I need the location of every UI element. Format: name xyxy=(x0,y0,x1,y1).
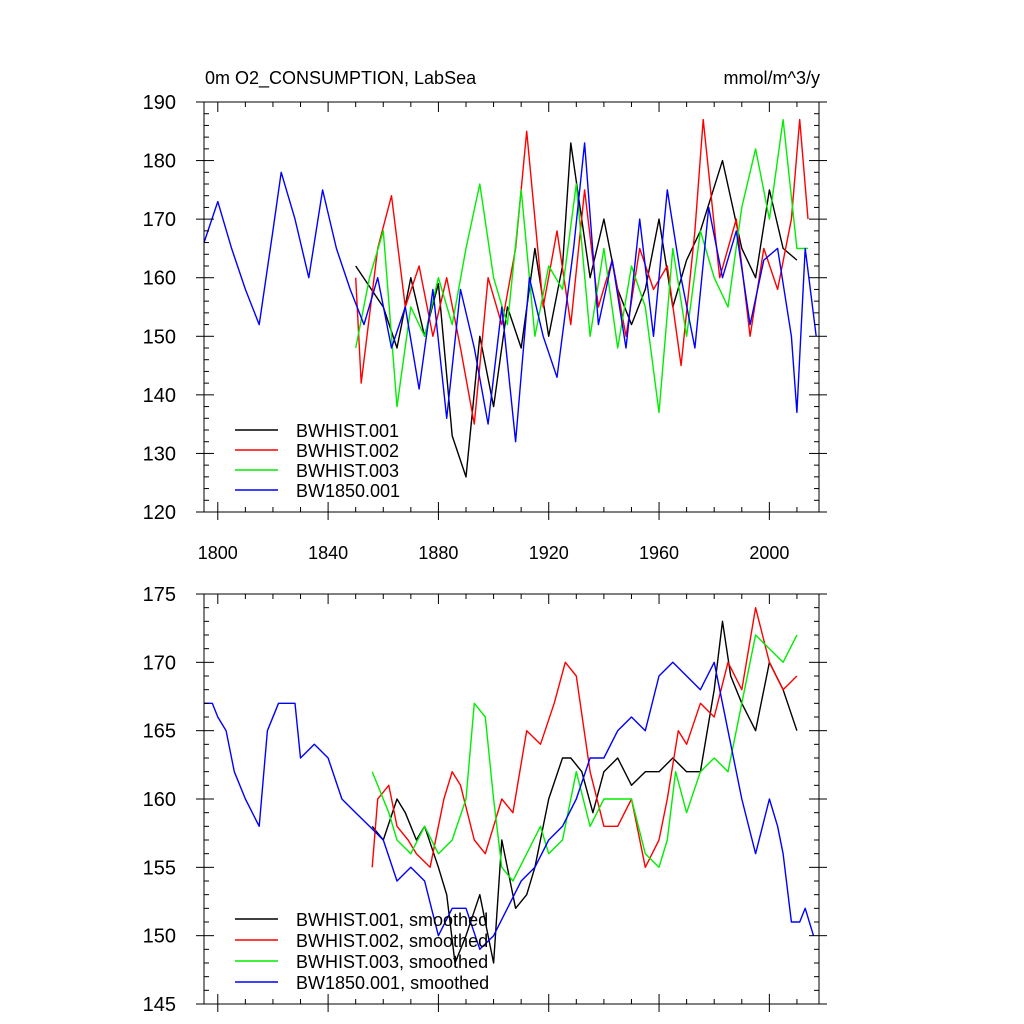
top-panel: 0m O2_CONSUMPTION, LabSea mmol/m^3/y 180… xyxy=(143,68,827,563)
bottom-axes: 145 150 155 160 165 170 175 xyxy=(143,584,827,1016)
bottom-y-tick-label: 170 xyxy=(143,652,176,674)
bottom-series-line-4 xyxy=(204,661,815,950)
top-y-tick-label: 190 xyxy=(143,92,176,114)
bottom-legend-label-1: BWHIST.001, smoothed xyxy=(296,910,488,930)
top-series-layer xyxy=(204,118,817,478)
bottom-series-line-3 xyxy=(371,634,798,882)
top-legend-label-1: BWHIST.001 xyxy=(296,421,399,441)
top-legend-label-2: BWHIST.002 xyxy=(296,441,399,461)
bottom-y-tick-label: 160 xyxy=(143,789,176,811)
top-y-tick-label: 170 xyxy=(143,209,176,231)
top-chart-units: mmol/m^3/y xyxy=(724,68,820,88)
top-plot-frame xyxy=(203,101,820,513)
top-y-tick-label: 150 xyxy=(143,326,176,348)
top-x-tick-label: 1960 xyxy=(639,543,679,563)
top-y-tick-label: 140 xyxy=(143,385,176,407)
bottom-y-tick-label: 145 xyxy=(143,994,176,1016)
bottom-y-tick-label: 150 xyxy=(143,926,176,948)
top-series-line-1 xyxy=(355,142,798,478)
top-series-line-3 xyxy=(355,118,808,414)
top-series-line-4 xyxy=(204,142,817,443)
top-axes: 1800 1840 1880 1920 1960 2000 120 130 140 150 160 1… xyxy=(143,92,827,563)
bottom-legend-label-3: BWHIST.003, smoothed xyxy=(296,952,488,972)
top-x-tick-label: 1880 xyxy=(418,543,458,563)
bottom-legend-label-4: BW1850.001, smoothed xyxy=(296,973,489,993)
top-x-tick-label: 2000 xyxy=(749,543,789,563)
bottom-series-layer xyxy=(204,607,815,964)
top-y-tick-label: 160 xyxy=(143,268,176,290)
bottom-legend-label-2: BWHIST.002, smoothed xyxy=(296,931,488,951)
bottom-y-tick-label: 165 xyxy=(143,721,176,743)
top-y-tick-label: 120 xyxy=(143,502,176,524)
top-legend-label-3: BWHIST.003 xyxy=(296,461,399,481)
bottom-y-tick-label: 155 xyxy=(143,857,176,879)
bottom-series-line-2 xyxy=(371,607,798,868)
top-x-tick-label: 1840 xyxy=(308,543,348,563)
top-chart-title: 0m O2_CONSUMPTION, LabSea xyxy=(205,68,477,89)
top-x-tick-label: 1920 xyxy=(529,543,569,563)
bottom-series-line-1 xyxy=(371,620,798,964)
bottom-panel: 145 150 155 160 165 170 175 BWHIST.001, smooth… xyxy=(143,584,827,1016)
top-x-tick-label: 1800 xyxy=(198,543,238,563)
bottom-y-tick-label: 175 xyxy=(143,584,176,606)
top-y-tick-label: 130 xyxy=(143,443,176,465)
top-y-tick-label: 180 xyxy=(143,151,176,173)
top-legend-label-4: BW1850.001 xyxy=(296,481,400,501)
